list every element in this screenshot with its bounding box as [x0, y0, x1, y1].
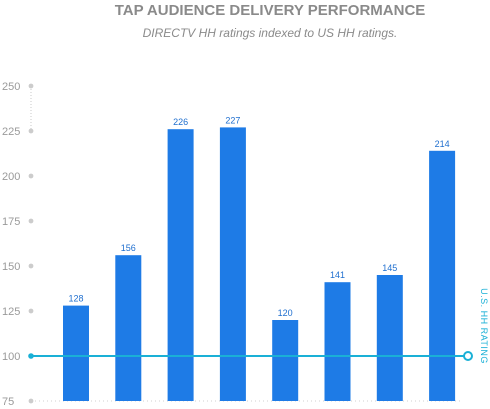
- bar-value-label: 145: [382, 263, 397, 273]
- bar-value-label: 128: [68, 294, 83, 304]
- bar: [272, 320, 299, 401]
- bar-value-label: 141: [330, 270, 345, 280]
- y-tick-label: 125: [2, 306, 20, 318]
- y-tick-dot: [28, 83, 34, 89]
- y-tick-dot: [28, 173, 34, 179]
- y-tick-label: 100: [2, 351, 20, 363]
- bar: [324, 282, 351, 401]
- chart-subtitle: DIRECTV HH ratings indexed to US HH rati…: [143, 26, 398, 40]
- reference-line-group: [28, 351, 473, 361]
- reference-line-label: U.S. HH RATING: [479, 288, 489, 364]
- bar-value-label: 226: [173, 117, 188, 127]
- reference-line-end-marker: [463, 351, 473, 361]
- bar: [167, 129, 194, 401]
- bar-value-label: 120: [278, 308, 293, 318]
- bar: [115, 255, 142, 401]
- chart-title: TAP AUDIENCE DELIVERY PERFORMANCE: [115, 2, 426, 19]
- bar: [63, 305, 89, 401]
- y-tick-label: 75: [2, 396, 14, 408]
- y-tick-dot: [28, 308, 34, 314]
- bar: [429, 150, 456, 401]
- y-tick-label: 150: [2, 261, 20, 273]
- y-tick-dot: [28, 263, 34, 269]
- bar-value-label: 214: [435, 139, 450, 149]
- bar-value-label: 156: [121, 243, 136, 253]
- bar: [376, 275, 403, 401]
- y-tick-dot: [28, 128, 34, 134]
- bar: [219, 127, 246, 402]
- y-tick-dot: [28, 218, 34, 224]
- y-tick-label: 250: [2, 81, 20, 93]
- y-tick-label: 175: [2, 216, 20, 228]
- data-labels: 128 156 226 227 120 141 145 214: [68, 115, 449, 318]
- bar-value-label: 227: [225, 115, 240, 125]
- y-tick-dot: [28, 398, 34, 404]
- y-tick-label: 225: [2, 126, 20, 138]
- reference-line-start-dot: [28, 353, 34, 359]
- y-tick-label: 200: [2, 171, 20, 183]
